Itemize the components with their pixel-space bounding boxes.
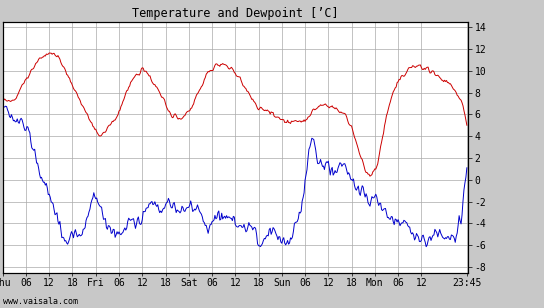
Text: www.vaisala.com: www.vaisala.com xyxy=(3,298,78,306)
Title: Temperature and Dewpoint [’C]: Temperature and Dewpoint [’C] xyxy=(132,7,338,20)
